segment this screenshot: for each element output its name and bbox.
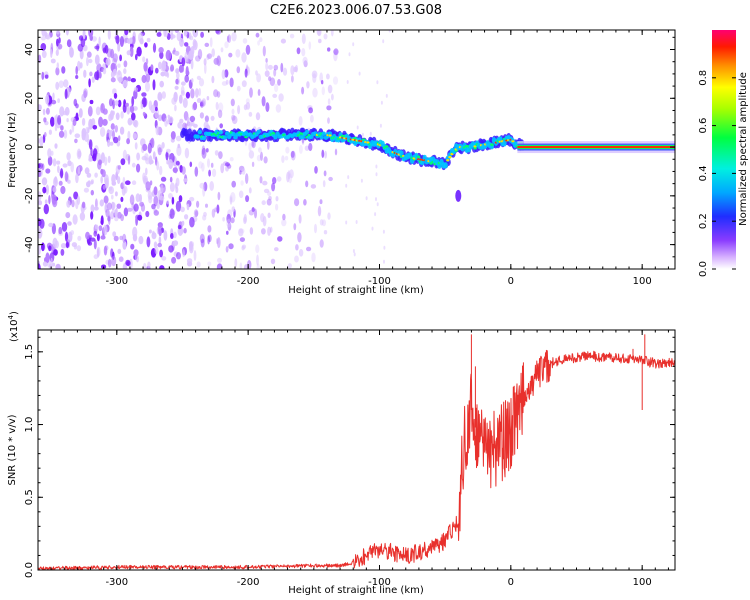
snr-ytick-label: 1.0 (24, 417, 35, 433)
colorbar-label: Normalized spectral amplitude (738, 72, 749, 226)
snr-multiplier: (x104) (7, 311, 20, 342)
colorbar-tick-label: 0.8 (698, 70, 709, 86)
figure-title: C2E6.2023.006.07.53.G08 (270, 3, 442, 18)
spectrogram-isolated-blob (455, 189, 462, 202)
spectrogram-signal-ridge (180, 127, 526, 171)
colorbar: 0.0 0.2 0.4 0.6 0.8 Normalized spectral ampl… (698, 30, 749, 277)
spectrogram-ytick-label: 40 (24, 43, 35, 56)
spectrogram-ytick-label: 20 (24, 92, 35, 105)
spectrogram-xlabel: Height of straight line (km) (288, 285, 424, 296)
colorbar-gradient (712, 30, 736, 269)
snr-multiplier-exp: 4 (7, 314, 15, 319)
svg-text:(x104): (x104) (7, 311, 20, 342)
spectrogram-xtick-label: -300 (105, 276, 128, 287)
spectrogram-xtick-label: -200 (237, 276, 260, 287)
snr-xtick-label: -100 (368, 577, 391, 588)
spectrogram-frame (37, 29, 676, 270)
spectrogram-image (38, 30, 675, 269)
snr-xtick-label: -300 (105, 577, 128, 588)
colorbar-tick-label: 0.2 (698, 213, 709, 229)
snr-frame (37, 329, 676, 571)
colorbar-tick-label: 0.6 (698, 118, 709, 134)
snr-ytick-label: 1.5 (24, 344, 35, 360)
snr-xtick-label: 100 (633, 577, 652, 588)
snr-multiplier-close: ) (9, 311, 20, 315)
spectrogram-ytick-label: -20 (24, 188, 35, 204)
snr-ytick-label: 0.0 (24, 562, 35, 578)
snr-panel: -300 -200 -100 0 100 0.0 0.5 1.0 1.5 Height of s… (7, 311, 676, 596)
spectrogram-xtick-label: -100 (368, 276, 391, 287)
spectrogram-ylabel: Frequency (Hz) (7, 112, 18, 188)
snr-ytick-label: 0.5 (24, 489, 35, 505)
spectrogram-xtick-label: 100 (633, 276, 652, 287)
colorbar-ticks: 0.0 0.2 0.4 0.6 0.8 (698, 70, 736, 277)
spectrogram-xtick-label: 0 (508, 276, 514, 287)
snr-xtick-label: -200 (237, 577, 260, 588)
spectrogram-ytick-label: -40 (24, 236, 35, 252)
spectrogram-noise (38, 30, 391, 269)
snr-xtick-label: 0 (508, 577, 514, 588)
snr-multiplier-open: (x10 (9, 319, 20, 342)
spectrogram-band-core (517, 146, 675, 149)
snr-ylabel: SNR (10 * v/v) (7, 414, 18, 485)
snr-xlabel: Height of straight line (km) (288, 585, 424, 596)
spectrogram-ytick-label: 0 (24, 144, 35, 150)
colorbar-tick-label: 0.0 (698, 261, 709, 277)
colorbar-tick-label: 0.4 (698, 165, 709, 181)
snr-axes: -300 -200 -100 0 100 0.0 0.5 1.0 1.5 (24, 330, 675, 588)
snr-series-line (38, 334, 675, 570)
